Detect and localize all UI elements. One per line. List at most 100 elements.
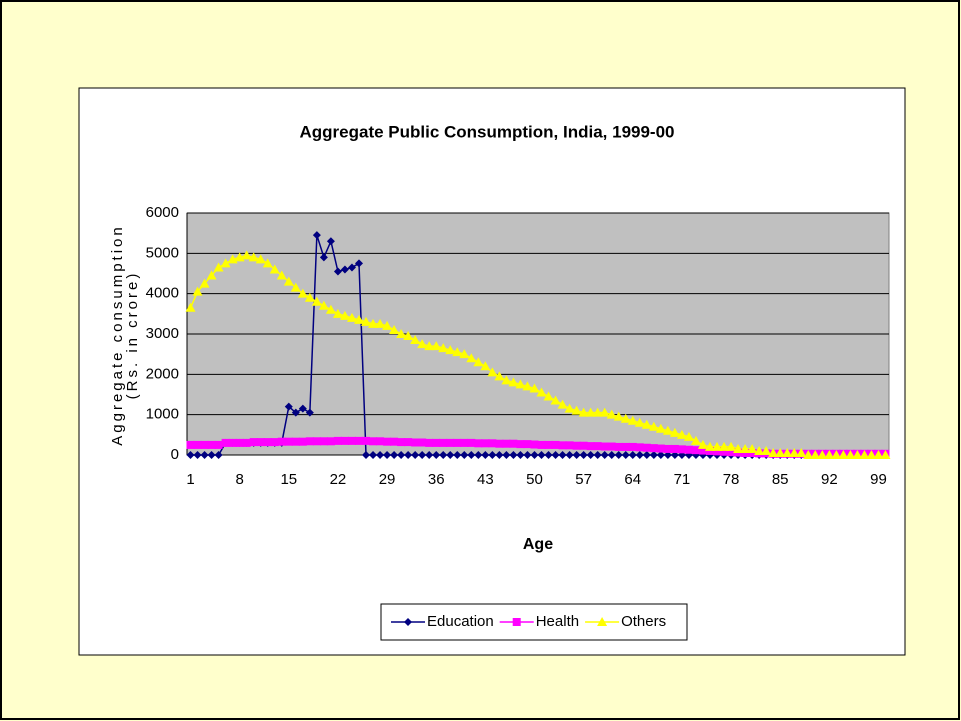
marker	[810, 450, 821, 459]
marker	[677, 445, 686, 454]
marker	[537, 451, 546, 459]
marker	[361, 316, 372, 326]
marker	[439, 438, 448, 447]
marker	[353, 314, 364, 324]
marker	[523, 451, 532, 459]
marker	[362, 451, 371, 459]
marker	[509, 451, 518, 459]
marker	[607, 451, 616, 459]
marker	[404, 438, 413, 447]
marker	[339, 310, 350, 320]
y-tick-label: 0	[171, 446, 179, 463]
marker	[495, 439, 504, 448]
marker	[641, 419, 652, 429]
marker	[530, 451, 539, 459]
marker	[690, 435, 701, 445]
marker	[747, 443, 758, 453]
x-tick-label: 36	[428, 471, 445, 488]
marker	[761, 445, 772, 455]
marker	[551, 440, 560, 449]
marker	[213, 262, 224, 272]
x-tick-label: 22	[330, 471, 347, 488]
marker	[235, 438, 244, 447]
marker	[403, 331, 414, 341]
marker	[712, 441, 723, 451]
x-tick-label: 29	[379, 471, 396, 488]
marker	[501, 375, 512, 385]
marker	[880, 450, 891, 459]
marker	[502, 439, 511, 448]
marker	[866, 450, 877, 459]
marker	[662, 425, 673, 435]
marker	[719, 441, 730, 451]
marker	[656, 444, 665, 453]
marker	[494, 371, 505, 381]
marker	[544, 451, 553, 459]
marker	[362, 436, 371, 445]
y-axis-title-line: (Rs. in crore)	[124, 271, 141, 400]
marker	[512, 618, 521, 626]
marker	[713, 447, 722, 456]
marker	[439, 451, 448, 459]
marker	[404, 451, 413, 459]
marker	[241, 250, 252, 260]
marker	[291, 437, 300, 446]
marker	[473, 357, 484, 367]
marker	[775, 447, 786, 457]
marker	[376, 437, 385, 446]
marker	[311, 296, 322, 306]
marker	[733, 443, 744, 453]
marker	[607, 442, 616, 451]
marker	[488, 451, 497, 459]
marker	[383, 451, 392, 459]
marker	[593, 451, 602, 459]
marker	[669, 427, 680, 437]
marker	[508, 377, 519, 387]
marker	[522, 381, 533, 391]
marker	[193, 440, 202, 449]
marker	[481, 439, 490, 448]
marker	[480, 361, 491, 371]
y-tick-label: 3000	[146, 325, 179, 342]
x-tick-label: 78	[723, 471, 740, 488]
marker	[516, 451, 525, 459]
y-tick-label: 4000	[146, 285, 179, 302]
marker	[474, 439, 483, 448]
marker	[676, 429, 687, 439]
marker	[649, 444, 658, 453]
marker	[404, 618, 412, 626]
marker	[488, 439, 497, 448]
marker	[796, 447, 807, 457]
marker	[304, 292, 315, 302]
marker	[186, 451, 195, 459]
marker	[656, 451, 665, 459]
marker	[515, 379, 526, 389]
y-axis-title-line: Aggregate consumption	[109, 224, 126, 445]
marker	[354, 436, 363, 445]
marker	[340, 265, 349, 274]
marker	[319, 253, 328, 262]
marker	[340, 436, 349, 445]
marker	[727, 448, 736, 457]
y-tick-label: 2000	[146, 365, 179, 382]
marker	[565, 441, 574, 450]
marker	[424, 341, 435, 351]
marker	[558, 441, 567, 450]
marker	[466, 353, 477, 363]
marker	[411, 438, 420, 447]
chart-title: Aggregate Public Consumption, India, 199…	[299, 122, 674, 141]
marker	[432, 451, 441, 459]
marker	[291, 408, 300, 417]
marker	[397, 438, 406, 447]
marker	[614, 451, 623, 459]
marker	[621, 442, 630, 451]
marker	[720, 447, 729, 456]
marker	[410, 335, 421, 345]
marker	[460, 438, 469, 447]
marker	[368, 318, 379, 328]
marker	[276, 270, 287, 280]
marker	[186, 440, 195, 449]
marker	[740, 443, 751, 453]
marker	[347, 263, 356, 272]
marker	[192, 286, 203, 296]
